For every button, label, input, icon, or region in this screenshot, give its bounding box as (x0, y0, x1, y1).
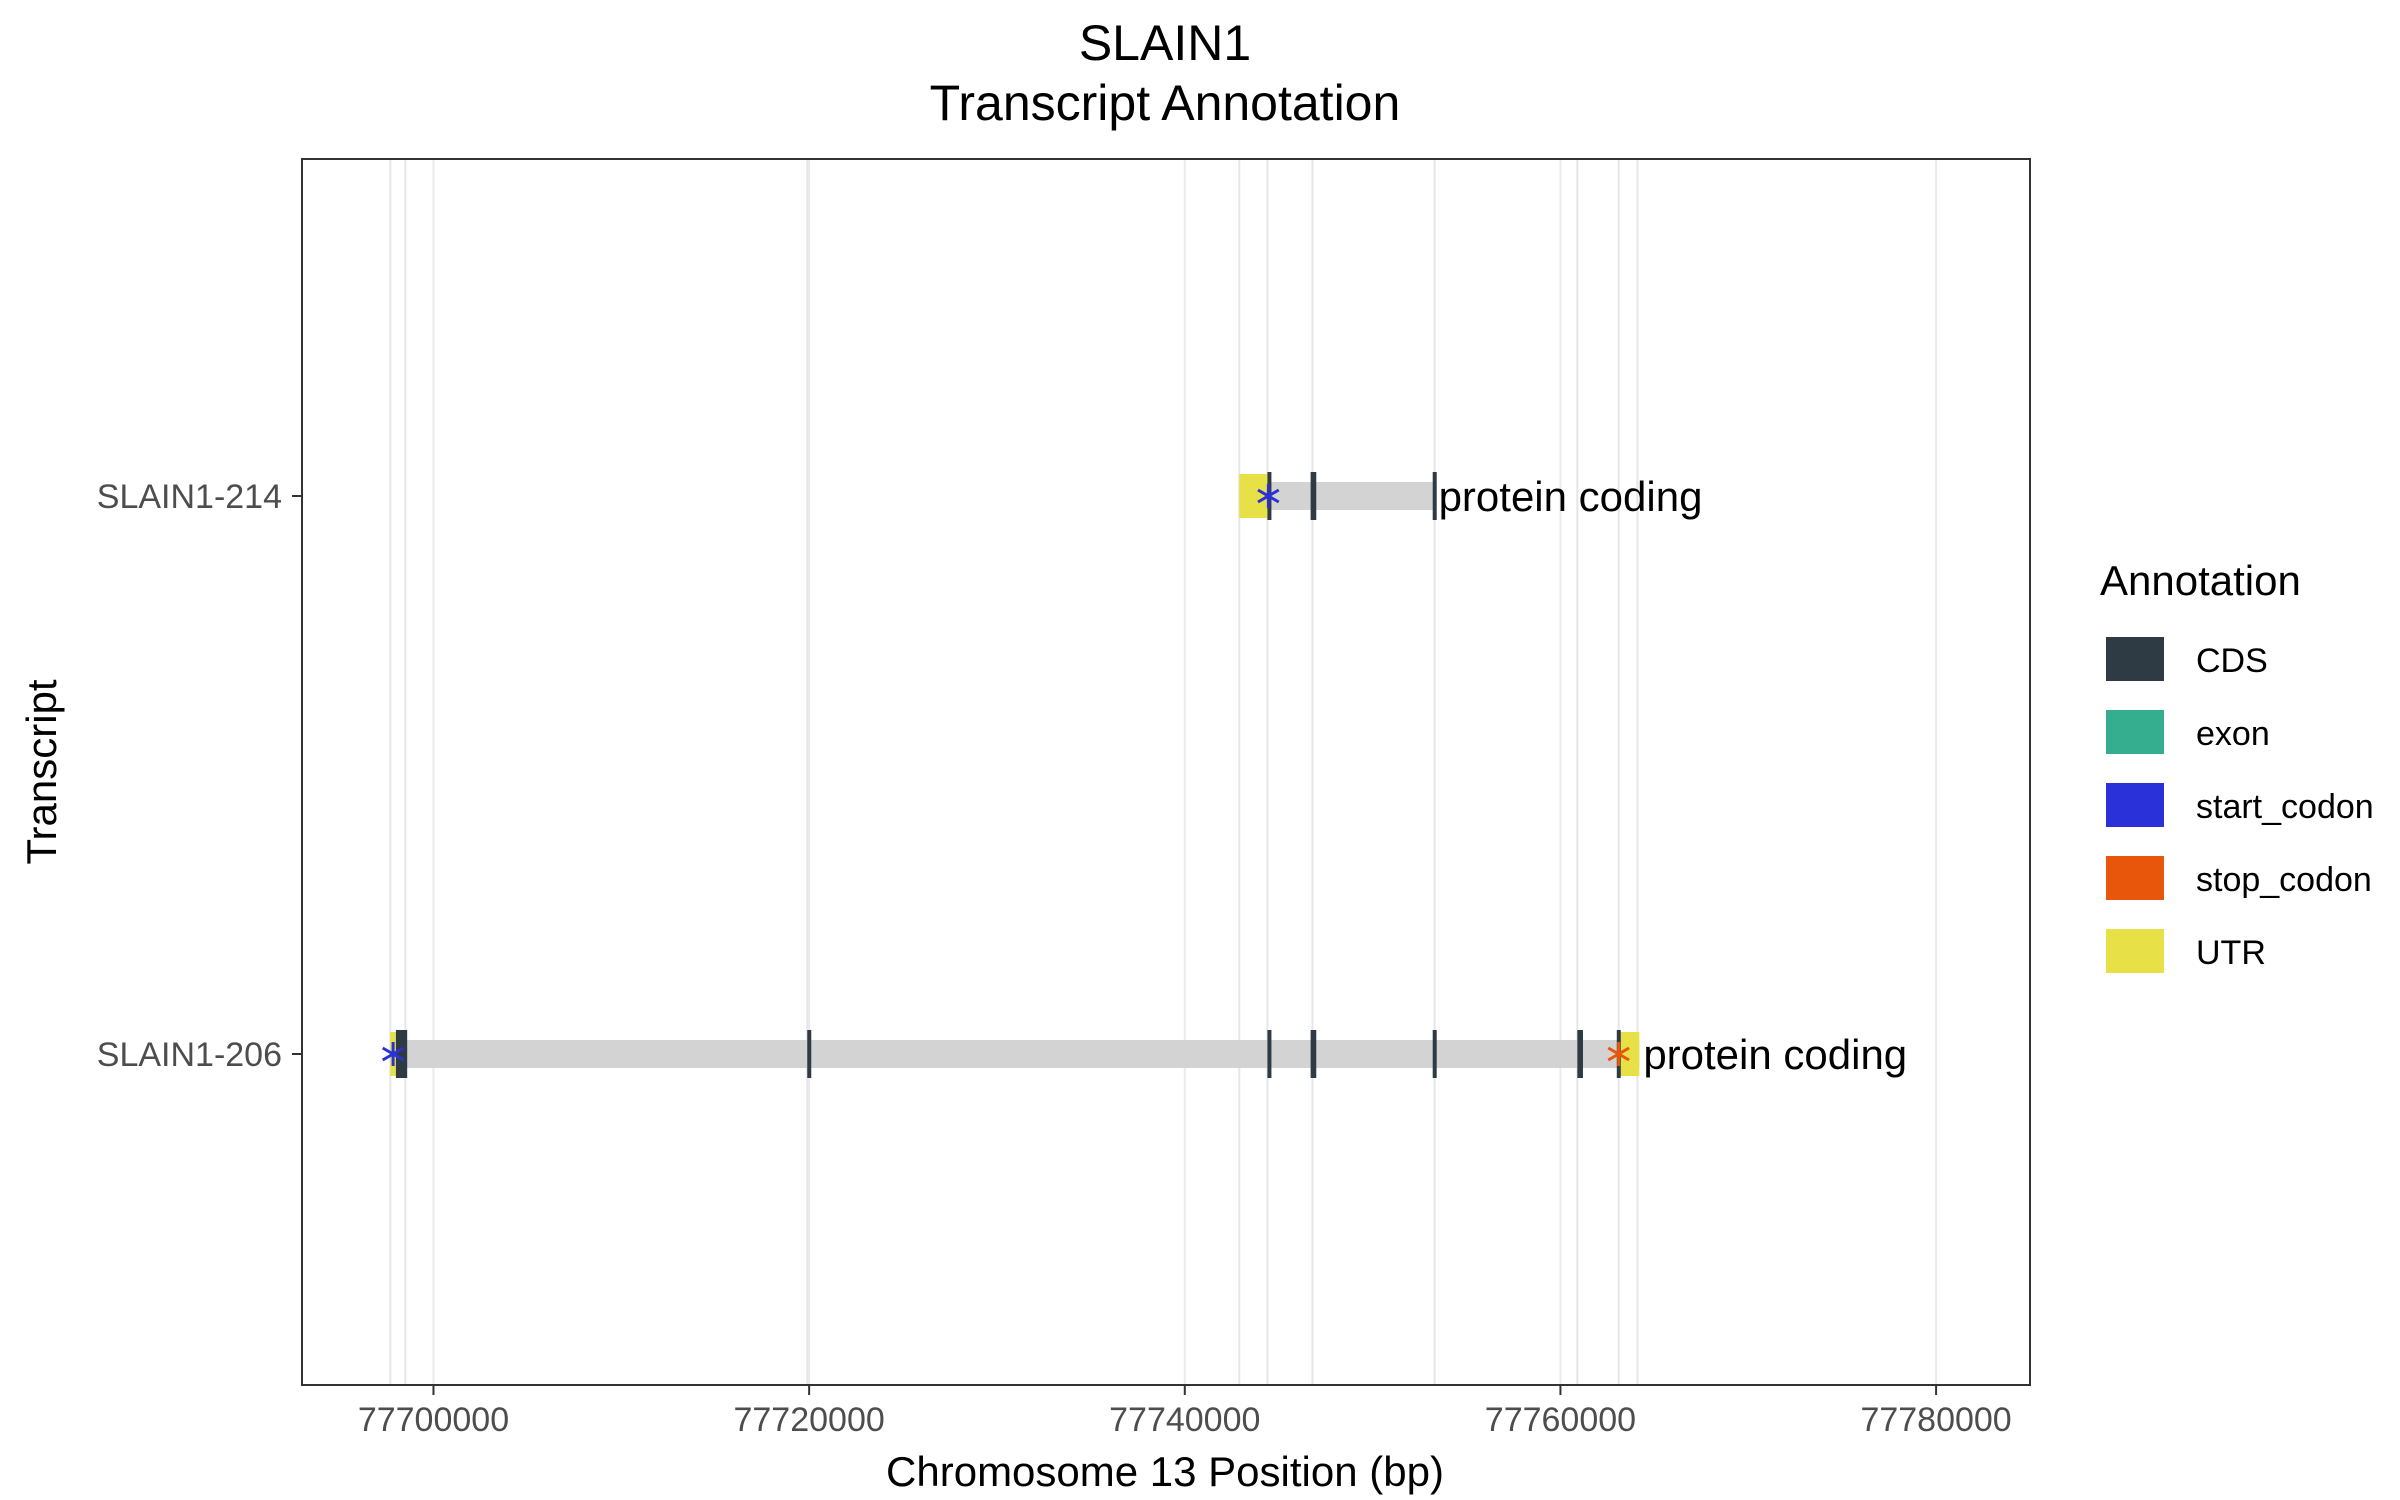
legend-label: UTR (2196, 934, 2266, 972)
stop-codon-marker (1607, 1042, 1630, 1066)
gridlines (389, 159, 1938, 1385)
x-tick-label: 77740000 (1109, 1401, 1260, 1439)
plot-panel (302, 159, 2030, 1385)
biotype-label: protein coding (1643, 1031, 1907, 1078)
x-tick-label: 77780000 (1860, 1401, 2011, 1439)
plot-panel-border (301, 158, 2031, 1386)
legend-key (2106, 783, 2164, 827)
cds-block (395, 1030, 408, 1078)
start-codon-marker (1257, 484, 1280, 508)
x-axis: 77700000 77720000 77740000 77760000 77780000 (358, 1385, 2012, 1439)
start-codon-marker (381, 1042, 405, 1066)
cds-block (1310, 1030, 1317, 1078)
utr-block (1239, 474, 1268, 518)
y-axis-title: Transcript (18, 679, 65, 864)
utr-block (1620, 1032, 1640, 1076)
cds-block (1267, 1030, 1272, 1078)
legend-label: exon (2196, 715, 2270, 753)
intron-bar (390, 1040, 1640, 1068)
legend-title: Annotation (2100, 557, 2301, 604)
y-axis: SLAIN1-214 SLAIN1-206 (97, 478, 302, 1074)
cds-block (1310, 472, 1317, 520)
intron-bar (1239, 482, 1435, 510)
transcript-track: protein coding (1239, 472, 1702, 520)
cds-block (807, 1030, 812, 1078)
legend-key (2106, 856, 2164, 900)
legend: Annotation CDS exon start_codon stop_codon U… (2100, 557, 2374, 973)
y-tick-label: SLAIN1-206 (97, 1036, 282, 1074)
x-tick-label: 77700000 (358, 1401, 509, 1439)
transcript-track: protein coding (381, 1030, 1907, 1078)
cds-block (1432, 1030, 1437, 1078)
x-tick-label: 77760000 (1485, 1401, 1636, 1439)
cds-block (1577, 1030, 1583, 1078)
chart-title-line-2: Transcript Annotation (930, 75, 1401, 131)
transcript-tracks: protein coding protein coding (381, 472, 1907, 1078)
legend-key (2106, 710, 2164, 754)
legend-label: CDS (2196, 642, 2268, 680)
legend-key (2106, 929, 2164, 973)
legend-label: start_codon (2196, 788, 2374, 826)
x-tick-label: 77720000 (733, 1401, 884, 1439)
legend-key (2106, 637, 2164, 681)
cds-block (1432, 472, 1437, 520)
x-axis-title: Chromosome 13 Position (bp) (886, 1448, 1444, 1495)
y-tick-label: SLAIN1-214 (97, 478, 282, 516)
biotype-label: protein coding (1439, 473, 1703, 520)
chart-title-line-1: SLAIN1 (1079, 15, 1251, 71)
legend-label: stop_codon (2196, 861, 2372, 899)
